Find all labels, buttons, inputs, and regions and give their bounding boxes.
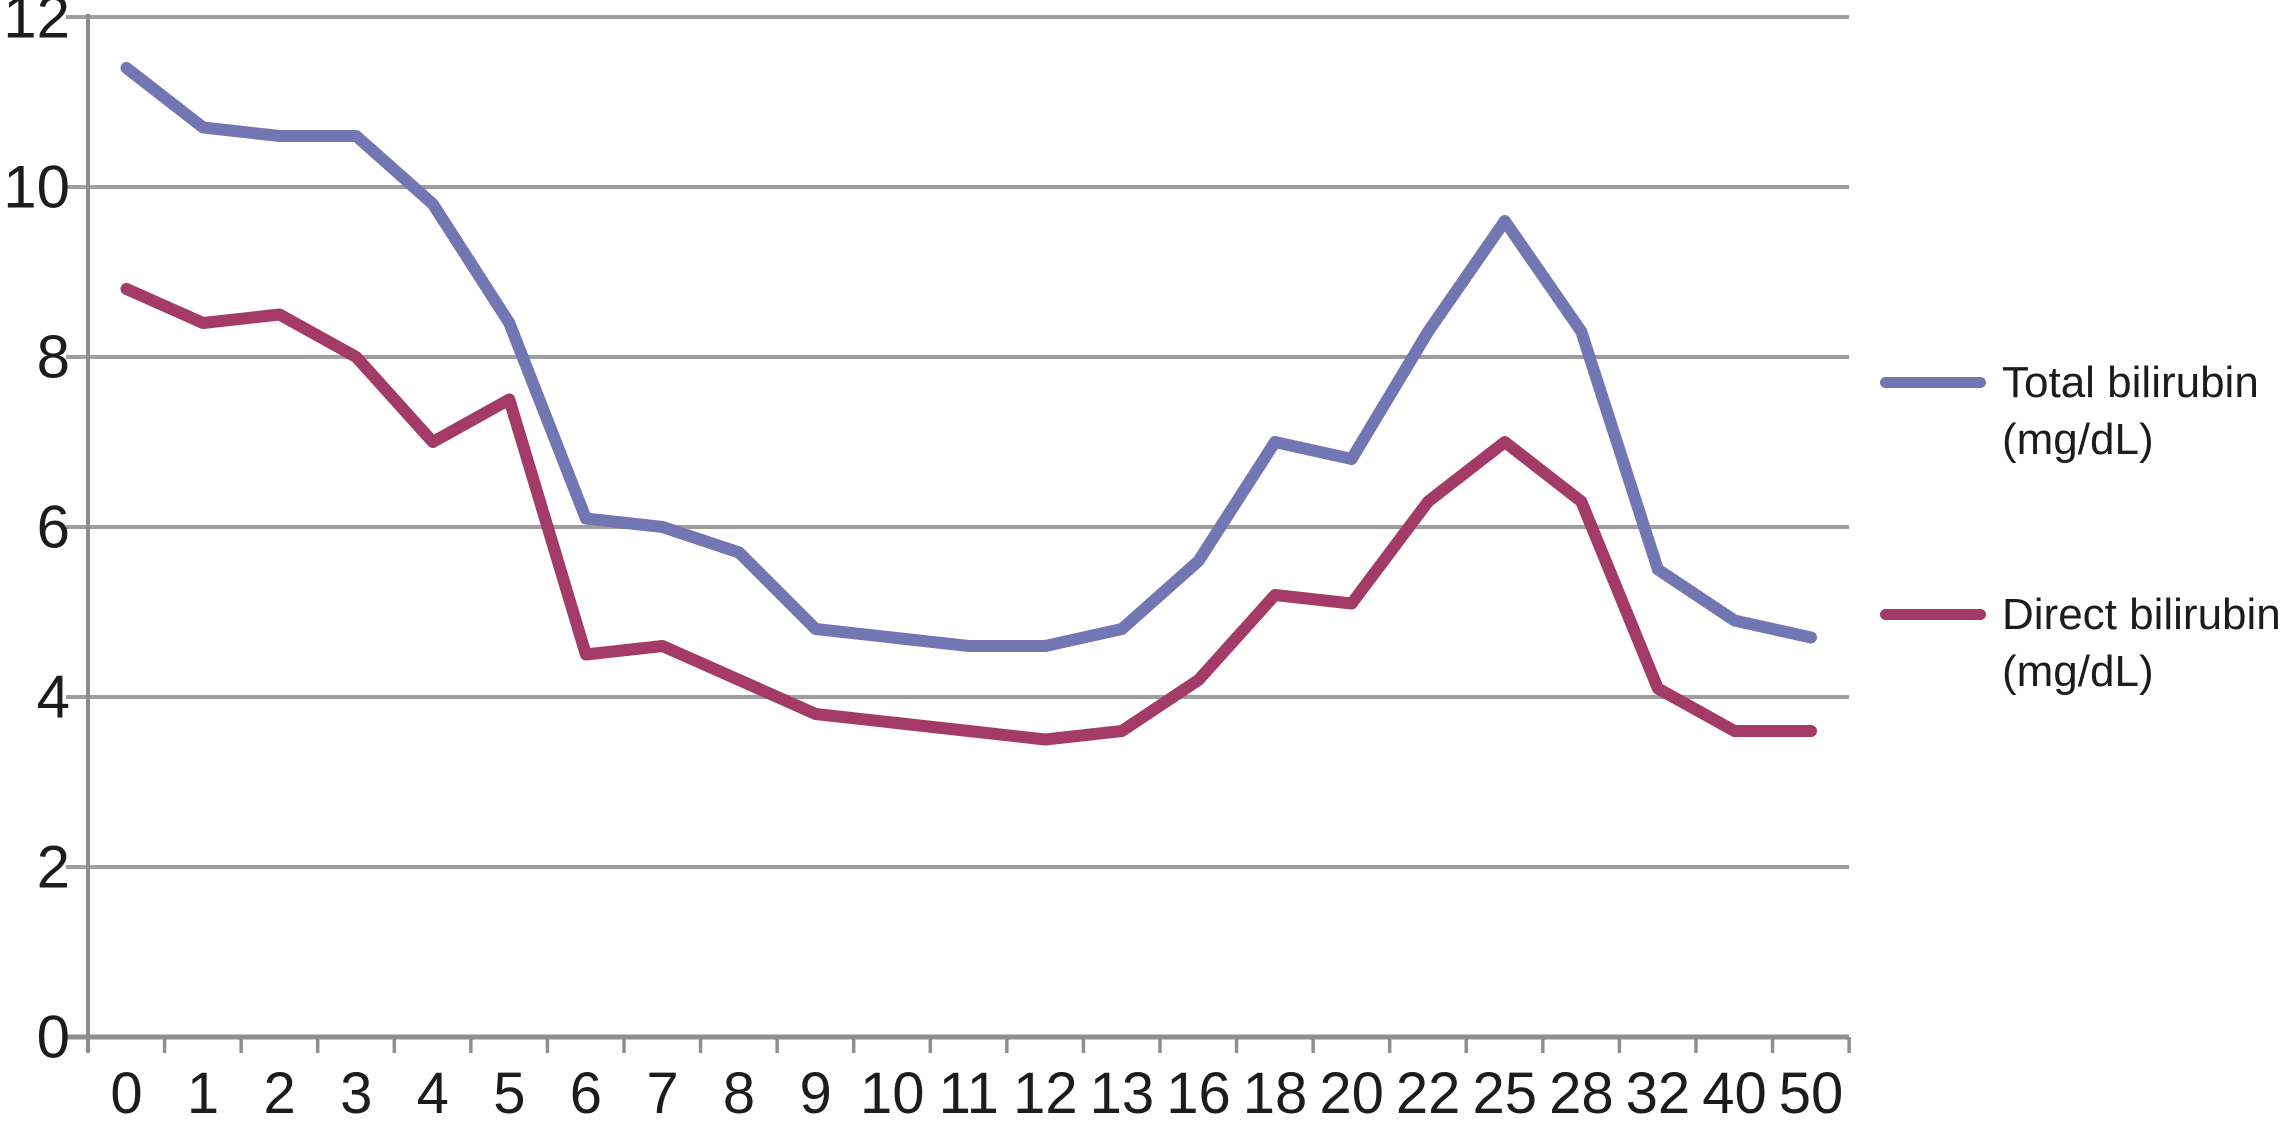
x-axis-tick-label: 12 xyxy=(1013,1061,1078,1126)
x-axis-tick-label: 2 xyxy=(264,1061,296,1126)
y-axis-tick-label: 6 xyxy=(37,494,70,561)
legend-label-line: Direct bilirubin xyxy=(2002,590,2281,639)
x-axis-tick-label: 6 xyxy=(570,1061,602,1126)
direct-bilirubin-line xyxy=(120,283,1817,746)
total-bilirubin-swatch xyxy=(1880,377,1986,388)
legend-entry-total-bilirubin: Total bilirubin (mg/dL) xyxy=(1880,354,2259,468)
x-axis-tick-label: 18 xyxy=(1243,1061,1308,1126)
x-axis-tick-label: 40 xyxy=(1702,1061,1767,1126)
x-axis-tick-label: 20 xyxy=(1319,1061,1384,1126)
x-axis-tick-label: 8 xyxy=(723,1061,755,1126)
x-axis-tick-label: 16 xyxy=(1166,1061,1231,1126)
x-axis-tick-label: 22 xyxy=(1396,1061,1461,1126)
y-axis-tick-label: 8 xyxy=(37,324,70,391)
total-bilirubin-line xyxy=(120,62,1817,652)
x-axis-tick-label: 3 xyxy=(340,1061,372,1126)
legend-entry-direct-bilirubin: Direct bilirubin (mg/dL) xyxy=(1880,586,2281,700)
x-axis-tick-label: 9 xyxy=(799,1061,831,1126)
x-axis-tick-label: 11 xyxy=(939,1061,999,1126)
x-axis-tick-label: 10 xyxy=(860,1061,925,1126)
x-axis-tick-label: 0 xyxy=(110,1061,142,1126)
direct-bilirubin-swatch xyxy=(1880,609,1986,620)
legend-label-total-bilirubin: Total bilirubin (mg/dL) xyxy=(2002,354,2259,468)
x-axis-tick-label: 13 xyxy=(1090,1061,1155,1126)
legend-label-line: (mg/dL) xyxy=(2002,647,2154,696)
x-axis-tick-label: 28 xyxy=(1549,1061,1614,1126)
y-axis-tick-label: 12 xyxy=(3,0,70,51)
y-axis-tick-label: 0 xyxy=(37,1004,70,1071)
legend-label-line: Total bilirubin xyxy=(2002,358,2259,407)
y-axis-tick-label: 4 xyxy=(37,664,70,731)
x-axis-tick-label: 32 xyxy=(1626,1061,1691,1126)
x-axis-tick-label: 25 xyxy=(1473,1061,1538,1126)
y-axis-tick-label: 10 xyxy=(3,154,70,221)
legend-label-direct-bilirubin: Direct bilirubin (mg/dL) xyxy=(2002,586,2281,700)
x-axis-tick-label: 5 xyxy=(493,1061,525,1126)
x-axis-tick-label: 50 xyxy=(1779,1061,1844,1126)
x-axis-tick-label: 7 xyxy=(646,1061,678,1126)
y-axis-tick-label: 2 xyxy=(37,834,70,901)
legend-label-line: (mg/dL) xyxy=(2002,415,2154,464)
x-axis-tick-label: 4 xyxy=(417,1061,449,1126)
x-axis-tick-label: 1 xyxy=(187,1061,219,1126)
